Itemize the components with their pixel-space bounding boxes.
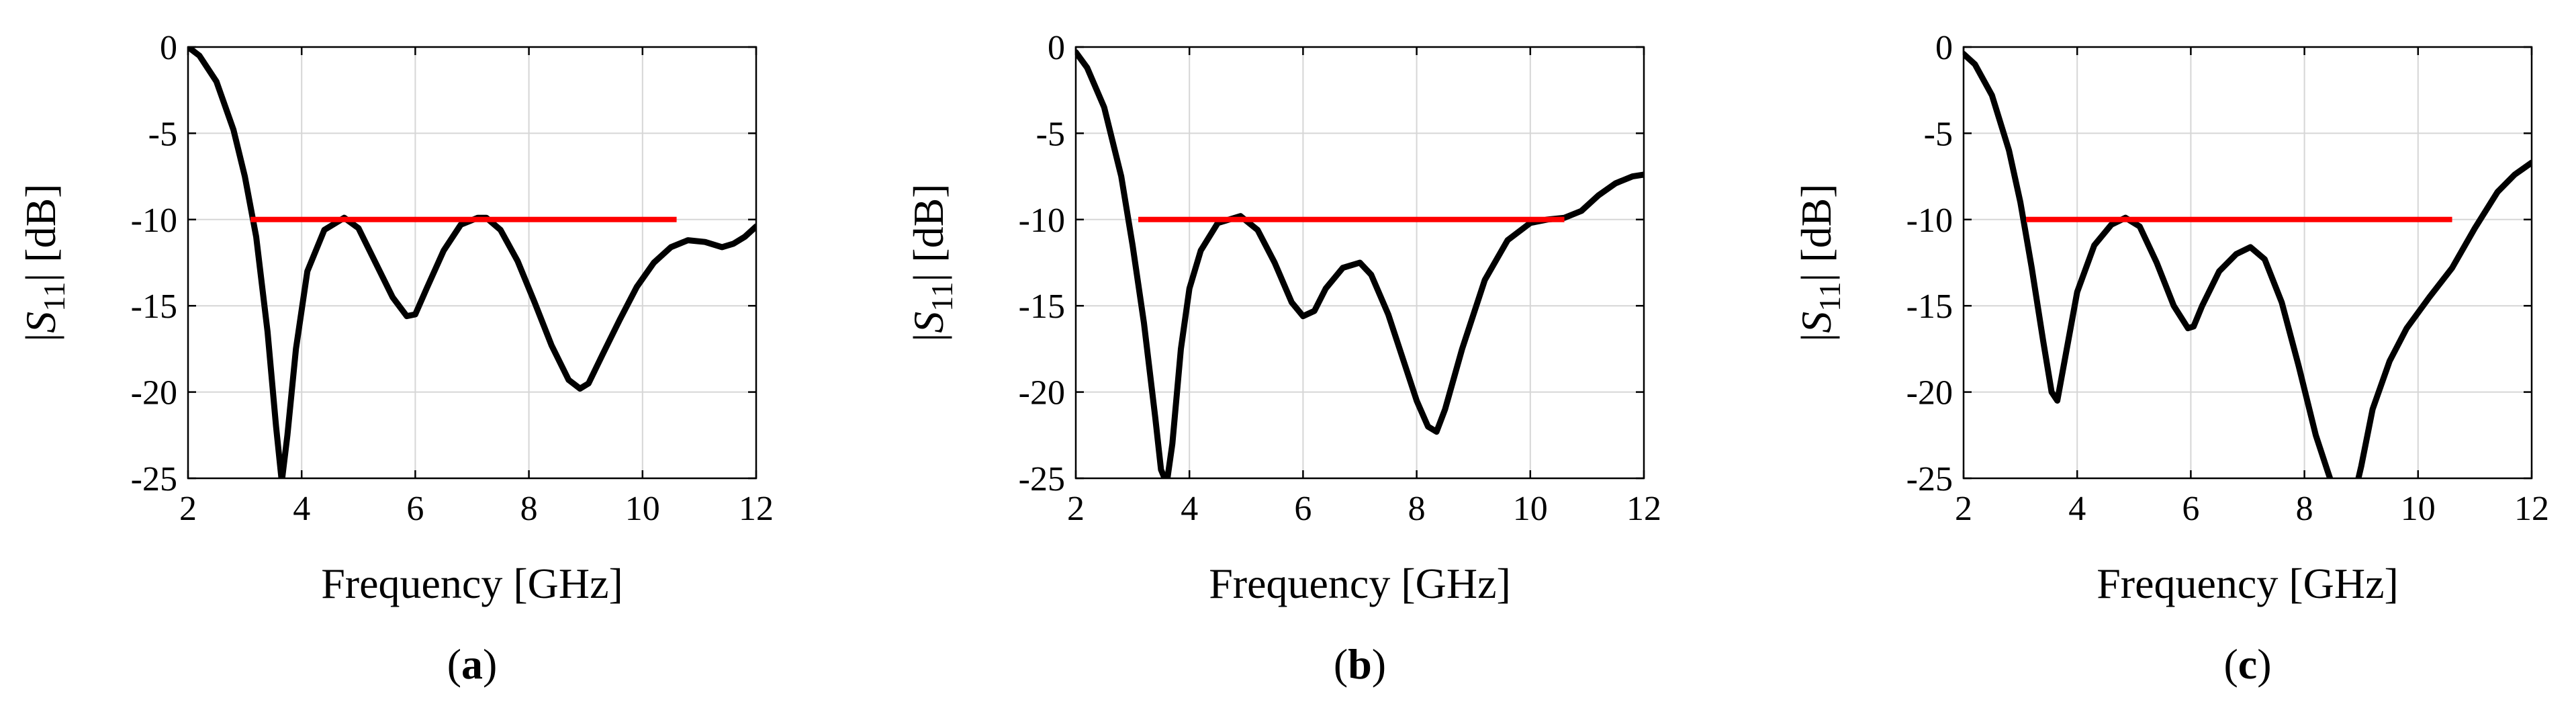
y-tick-label: -10	[1906, 202, 1953, 240]
y-axis-label: |S11| [dB]	[1792, 183, 1847, 341]
axes-frame	[187, 46, 757, 480]
y-axis-label: |S11| [dB]	[17, 183, 71, 341]
subplot-b: 2 4 6 8 10 120-5-10-15-20-25 Frequency [GHz] …	[905, 29, 1661, 688]
tick-marks	[187, 46, 757, 480]
y-tick-label: -15	[1906, 288, 1953, 326]
x-tick-label: 10	[625, 490, 660, 528]
axes-frame	[1962, 46, 2533, 480]
x-tick-label: 10	[1513, 490, 1548, 528]
grid	[1963, 46, 2532, 479]
y-axis-label: |S11| [dB]	[905, 183, 959, 341]
x-tick-label: 2	[1067, 490, 1085, 528]
x-tick-label: 12	[2514, 490, 2549, 528]
x-tick-label: 12	[739, 490, 774, 528]
x-tick-label: 6	[406, 490, 424, 528]
x-tick-label: 10	[2401, 490, 2436, 528]
y-tick-label: -15	[131, 288, 177, 326]
s11-curve	[1964, 50, 2532, 478]
tick-labels: 2 4 6 8 10 12 0 -5 -10 -15 -20 -25	[131, 29, 774, 528]
tick-marks	[1074, 46, 1645, 480]
x-tick-label: 4	[1181, 490, 1198, 528]
y-tick-label: -5	[148, 115, 177, 153]
y-tick-label: -25	[1906, 460, 1953, 498]
x-tick-label: 8	[520, 490, 538, 528]
x-tick-label: 6	[1294, 490, 1312, 528]
y-tick-label: -10	[1019, 202, 1065, 240]
y-tick-label: -10	[131, 202, 177, 240]
y-tick-label: -15	[1019, 288, 1065, 326]
x-tick-label: 8	[1408, 490, 1426, 528]
y-tick-label: -25	[131, 460, 177, 498]
subplot-a: 2 4 6 8 10 120-5-10-15-20-25 Frequency [GHz] …	[17, 29, 774, 688]
panel-label-a: (a)	[447, 640, 498, 688]
x-axis-label: Frequency [GHz]	[2097, 560, 2399, 607]
x-tick-label: 4	[2068, 490, 2086, 528]
y-tick-label: -20	[1019, 374, 1065, 412]
x-tick-label: 8	[2296, 490, 2313, 528]
x-tick-label: 6	[2182, 490, 2199, 528]
y-tick-label: -25	[1019, 460, 1065, 498]
y-tick-label: -5	[1924, 115, 1953, 153]
tick-labels: 2 4 6 8 10 12 0 -5 -10 -15 -20 -25	[1019, 29, 1661, 528]
subplot-c: 2 4 6 8 10 120-5-10-15-20-25 Frequency [GHz] …	[1792, 29, 2549, 688]
y-tick-label: 0	[1048, 29, 1065, 67]
tick-marks	[1962, 46, 2533, 480]
tick-labels: 2 4 6 8 10 12 0 -5 -10 -15 -20 -25	[1906, 29, 2549, 528]
axes-frame	[1074, 46, 1645, 480]
s11-curve	[188, 47, 756, 478]
y-tick-label: 0	[1935, 29, 1953, 67]
x-tick-label: 2	[1955, 490, 1972, 528]
x-axis-label: Frequency [GHz]	[321, 560, 623, 607]
s11-curve	[1076, 49, 1644, 478]
x-tick-label: 12	[1626, 490, 1661, 528]
plot-area	[1076, 49, 1644, 478]
plot-area	[1964, 50, 2532, 478]
x-tick-label: 2	[179, 490, 197, 528]
y-tick-label: -20	[1906, 374, 1953, 412]
panel-label-c: (c)	[2223, 640, 2271, 688]
y-tick-label: -20	[131, 374, 177, 412]
y-tick-label: 0	[160, 29, 177, 67]
panel-label-b: (b)	[1334, 640, 1386, 688]
plot-area	[188, 47, 756, 478]
x-axis-label: Frequency [GHz]	[1209, 560, 1511, 607]
x-tick-label: 4	[293, 490, 310, 528]
y-tick-label: -5	[1036, 115, 1065, 153]
